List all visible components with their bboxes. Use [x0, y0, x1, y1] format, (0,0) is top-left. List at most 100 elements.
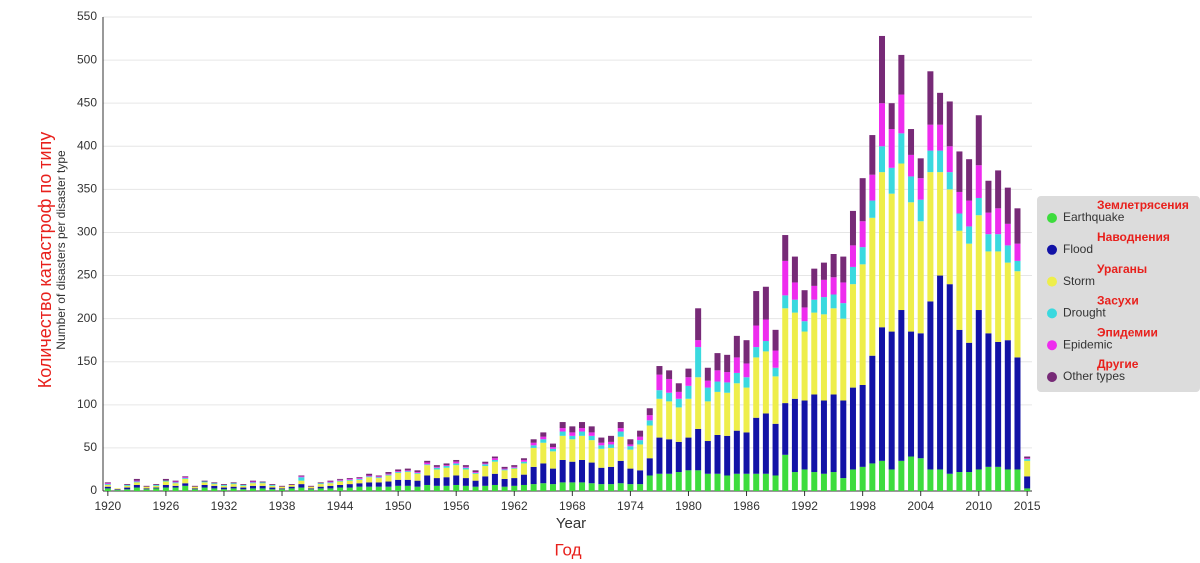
- bar-segment: [685, 385, 692, 399]
- bar-segment: [966, 200, 973, 227]
- bar-segment: [608, 444, 615, 448]
- legend-annotation: Другие: [1097, 357, 1139, 371]
- bar-segment: [617, 422, 624, 429]
- bar-segment: [733, 335, 740, 358]
- x-tick-label: 1968: [559, 499, 586, 513]
- bar-segment: [695, 428, 702, 471]
- bar-segment: [791, 398, 798, 473]
- bar-segment: [985, 234, 992, 252]
- bar-segment: [511, 467, 518, 469]
- bar-segment: [327, 483, 334, 486]
- bar-segment: [346, 480, 353, 485]
- bar-segment: [917, 158, 924, 179]
- bar-segment: [985, 251, 992, 334]
- bar-segment: [946, 172, 953, 190]
- bar-segment: [104, 482, 111, 484]
- bar-segment: [540, 442, 547, 464]
- bar-segment: [520, 459, 527, 462]
- bar-segment: [801, 400, 808, 470]
- legend-annotation: Эпидемии: [1097, 325, 1158, 339]
- bar-segment: [617, 460, 624, 484]
- bar-segment: [782, 454, 789, 491]
- bar-segment: [927, 124, 934, 151]
- bar-segment: [375, 475, 382, 477]
- bar-segment: [849, 469, 856, 491]
- bar-segment: [811, 472, 818, 491]
- bar-segment: [201, 487, 208, 491]
- bar-segment: [820, 262, 827, 280]
- bar-segment: [346, 487, 353, 491]
- bar-segment: [762, 319, 769, 342]
- bar-segment: [240, 484, 247, 486]
- bar-segment: [153, 484, 160, 485]
- bar-segment: [220, 484, 227, 485]
- bar-segment: [520, 484, 527, 491]
- bar-segment: [104, 483, 111, 485]
- x-tick-label: 2010: [965, 499, 992, 513]
- y-tick-label: 350: [77, 182, 97, 196]
- bar-segment: [375, 486, 382, 491]
- bar-segment: [172, 483, 179, 486]
- bar-segment: [608, 441, 615, 445]
- bar-segment: [501, 470, 508, 479]
- bar-segment: [540, 436, 547, 440]
- bar-segment: [385, 486, 392, 491]
- bar-segment: [240, 485, 247, 488]
- bar-segment: [646, 458, 653, 476]
- bar-segment: [569, 482, 576, 491]
- bar-segment: [637, 440, 644, 445]
- bar-segment: [114, 488, 121, 490]
- bar-segment: [1024, 488, 1031, 491]
- bar-segment: [501, 486, 508, 491]
- bar-segment: [859, 264, 866, 385]
- bar-segment: [820, 400, 827, 474]
- bar-segment: [1024, 458, 1031, 460]
- bar-segment: [627, 444, 634, 447]
- bar-segment: [588, 435, 595, 441]
- bar-segment: [482, 463, 489, 465]
- bar-segment: [666, 378, 673, 393]
- bar-segment: [337, 478, 344, 480]
- bar-segment: [453, 465, 460, 476]
- bar-segment: [888, 167, 895, 194]
- bar-segment: [182, 485, 189, 491]
- bar-segment: [617, 428, 624, 432]
- bar-segment: [259, 485, 266, 489]
- bar-segment: [569, 426, 576, 433]
- bar-segment: [666, 392, 673, 402]
- bar-segment: [404, 472, 411, 480]
- bar-segment: [869, 463, 876, 491]
- legend-box: [1037, 196, 1200, 392]
- bar-segment: [695, 470, 702, 491]
- bar-segment: [704, 367, 711, 381]
- bar-segment: [898, 310, 905, 461]
- bar-segment: [366, 473, 373, 476]
- y-tick-label: 450: [77, 95, 97, 109]
- bar-segment: [898, 94, 905, 134]
- y-tick-label: 50: [84, 440, 98, 454]
- bar-segment: [530, 445, 537, 448]
- bar-segment: [830, 394, 837, 473]
- bar-segment: [308, 486, 315, 489]
- bar-segment: [530, 447, 537, 467]
- bar-segment: [540, 463, 547, 484]
- legend-marker: [1047, 372, 1057, 382]
- bar-segment: [869, 355, 876, 464]
- bar-segment: [704, 401, 711, 442]
- legend-label: Epidemic: [1063, 337, 1112, 351]
- bar-segment: [279, 486, 286, 489]
- legend-annotation: Засухи: [1097, 294, 1139, 308]
- bar-segment: [724, 435, 731, 476]
- bar-segment: [549, 448, 556, 452]
- bar-segment: [782, 403, 789, 455]
- bar-segment: [695, 308, 702, 341]
- bar-segment: [327, 481, 334, 483]
- x-tick-label: 1926: [153, 499, 180, 513]
- bar-segment: [182, 476, 189, 478]
- bar-segment: [598, 467, 605, 485]
- bar-segment: [317, 483, 324, 485]
- bar-segment: [356, 486, 363, 491]
- bar-segment: [937, 124, 944, 151]
- bar-segment: [1024, 456, 1031, 459]
- bar-segment: [733, 473, 740, 491]
